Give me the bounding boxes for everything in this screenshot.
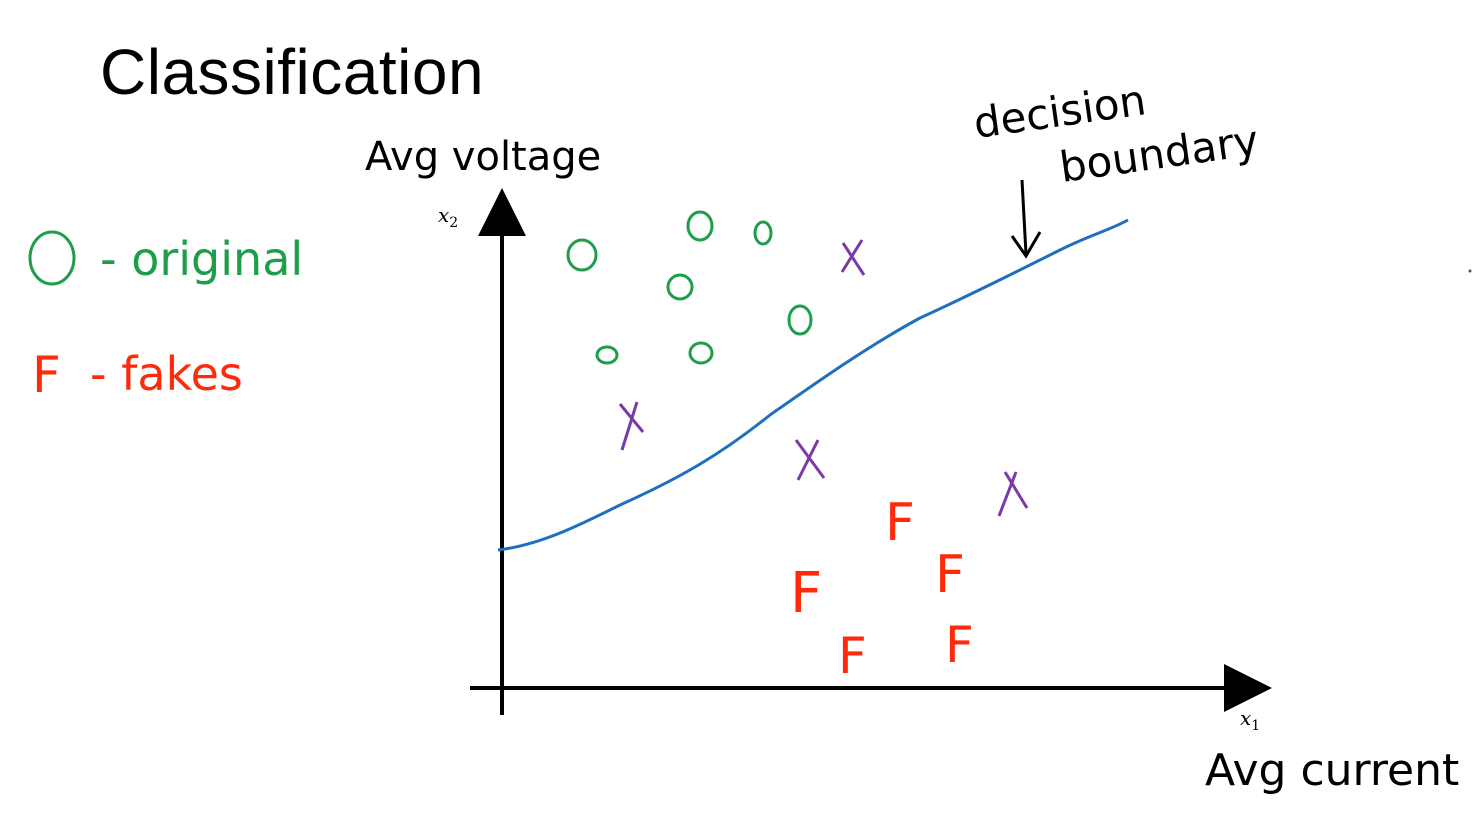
y-axis-symbol: x2 xyxy=(438,203,458,231)
legend: - original F - fakes xyxy=(28,230,303,404)
original-marker xyxy=(686,210,714,242)
fake-marker: F xyxy=(935,545,965,605)
unknown-marker xyxy=(618,401,645,451)
legend-original-label: - original xyxy=(100,232,303,286)
legend-original-circle-icon xyxy=(28,230,76,286)
unknown-marker xyxy=(840,239,866,276)
decision-boundary: decision boundary xyxy=(497,75,1262,552)
fake-marker: F xyxy=(885,493,915,553)
slide-title: Classification xyxy=(100,36,485,108)
original-markers xyxy=(566,210,813,365)
fake-markers: F F F F F xyxy=(790,493,974,685)
original-marker xyxy=(595,345,619,365)
unknown-marker xyxy=(997,471,1029,517)
original-marker xyxy=(666,273,694,301)
fake-marker: F xyxy=(945,616,974,674)
x-axis-label: Avg current xyxy=(1205,745,1459,796)
stray-dot xyxy=(1468,269,1472,273)
fake-marker: F xyxy=(838,627,867,685)
x-axis-symbol: x1 xyxy=(1240,706,1260,734)
original-marker xyxy=(787,304,813,336)
original-marker xyxy=(753,220,773,246)
axes: x2 x1 Avg voltage Avg current xyxy=(365,134,1459,796)
legend-fakes-label: - fakes xyxy=(90,347,243,401)
legend-fakes-symbol: F xyxy=(32,346,61,404)
unknown-marker xyxy=(794,439,826,481)
decision-boundary-line xyxy=(497,218,1129,552)
original-marker xyxy=(688,341,714,365)
legend-fakes: F - fakes xyxy=(32,346,243,404)
unknown-markers xyxy=(618,239,1029,517)
boundary-pointer-arrow xyxy=(1010,179,1042,259)
original-marker xyxy=(566,238,598,272)
fake-marker: F xyxy=(790,561,822,626)
y-axis-label: Avg voltage xyxy=(365,134,601,180)
legend-original: - original xyxy=(28,230,303,286)
